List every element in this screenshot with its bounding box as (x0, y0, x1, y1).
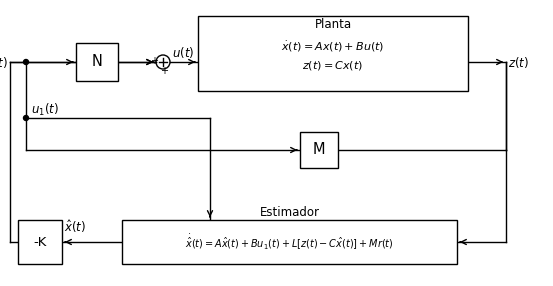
Text: $\dot{x}(t)=Ax(t)+Bu(t)$: $\dot{x}(t)=Ax(t)+Bu(t)$ (281, 39, 385, 54)
Text: $\dot{\hat{x}}(t)=A\hat{x}(t)+Bu_1(t)+L[z(t)-C\hat{x}(t)]+Mr(t)$: $\dot{\hat{x}}(t)=A\hat{x}(t)+Bu_1(t)+L[… (185, 233, 394, 252)
Bar (122, 220, 457, 264)
Text: $u(t)$: $u(t)$ (172, 45, 194, 61)
Text: Planta: Planta (315, 19, 352, 31)
Circle shape (23, 116, 29, 120)
Bar (198, 16, 468, 91)
Text: $z(t)=Cx(t)$: $z(t)=Cx(t)$ (302, 59, 363, 72)
Text: N: N (92, 55, 102, 69)
Text: Estimador: Estimador (259, 206, 320, 219)
Text: -K: -K (33, 235, 46, 249)
Circle shape (23, 59, 29, 65)
Text: $z(t)$: $z(t)$ (508, 55, 529, 69)
Bar (76, 43, 118, 81)
Text: +: + (160, 66, 168, 76)
Text: M: M (313, 142, 325, 158)
Bar (300, 132, 338, 168)
Text: +: + (150, 56, 158, 66)
Text: $u_1(t)$: $u_1(t)$ (31, 102, 59, 118)
Text: $\hat{x}(t)$: $\hat{x}(t)$ (64, 219, 86, 235)
Text: $r(t)$: $r(t)$ (0, 55, 8, 69)
Bar (18, 220, 62, 264)
